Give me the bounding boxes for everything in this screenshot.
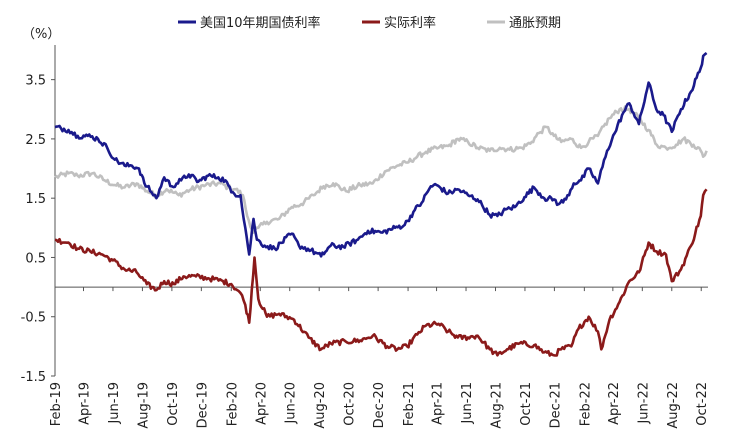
x-tick-label: Oct-19: [166, 382, 181, 426]
y-tick-label: 2.5: [25, 133, 46, 148]
x-tick-label: Dec-19: [195, 382, 210, 428]
series-lines: [54, 51, 708, 357]
x-tick-label: Aug-20: [313, 382, 328, 429]
x-tick-label: Apr-20: [254, 382, 269, 425]
x-tick-label: Jun-22: [636, 382, 651, 425]
x-tick-label: Feb-22: [578, 382, 593, 426]
x-tick-label: Dec-20: [372, 382, 387, 428]
legend-label-0: 美国10年期国债利率: [200, 15, 321, 31]
y-unit-label: （%）: [22, 27, 60, 42]
x-tick-label: Jun-19: [107, 382, 122, 425]
x-tick-label: Oct-22: [695, 382, 710, 426]
y-tick-label: 3.5: [25, 74, 46, 89]
y-tick-label: 0.5: [25, 251, 46, 266]
x-tick-label: Aug-22: [666, 382, 681, 429]
x-tick-label: Apr-21: [431, 382, 446, 425]
y-tick-label: 1.5: [25, 192, 46, 207]
series-line-1: [54, 188, 708, 357]
x-tick-label: Aug-21: [489, 382, 504, 429]
x-tick-label: Jun-20: [284, 382, 299, 425]
x-tick-label: Feb-21: [402, 382, 417, 426]
x-tick-label: Oct-21: [519, 382, 534, 426]
x-tick-label: Dec-21: [548, 382, 563, 428]
legend-label-1: 实际利率: [384, 15, 436, 31]
x-tick-label: Apr-19: [77, 382, 92, 425]
x-tick-label: Jun-21: [460, 382, 475, 425]
x-tick-label: Apr-22: [607, 382, 622, 425]
series-line-0: [54, 51, 708, 258]
y-tick-label: -1.5: [21, 370, 46, 385]
x-tick-label: Feb-19: [49, 382, 64, 426]
x-axis: Feb-19 Apr-19 Jun-19 Aug-19 Oct-19 Dec-19 Feb-…: [49, 286, 710, 429]
legend-label-2: 通胀预期: [509, 16, 561, 31]
y-tick-label: -0.5: [21, 311, 46, 326]
x-tick-label: Oct-20: [343, 382, 358, 426]
legend: 美国10年期国债利率 实际利率 通胀预期: [178, 15, 561, 31]
x-tick-label: Aug-19: [136, 382, 151, 429]
series-line-2: [54, 105, 708, 234]
y-axis: 3.5 2.5 1.5 0.5 -0.5 -1.5: [21, 45, 56, 385]
x-tick-label: Feb-20: [225, 382, 240, 426]
